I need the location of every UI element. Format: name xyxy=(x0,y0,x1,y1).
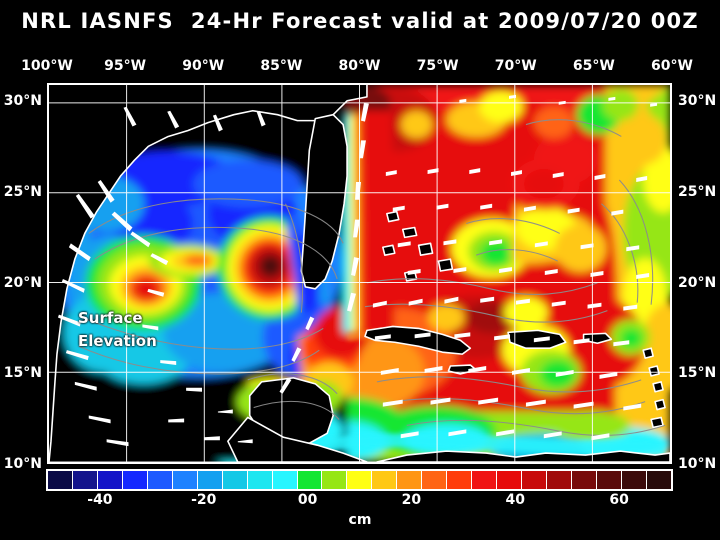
longitude-axis: 100°W 95°W 90°W 85°W 80°W 75°W 70°W 65°W 60°W xyxy=(0,58,720,78)
colorbar-swatch-5 xyxy=(172,471,198,489)
colorbar-swatch-3 xyxy=(122,471,148,489)
colorbar-swatch-9 xyxy=(272,471,298,489)
colorbar-swatch-12 xyxy=(347,471,373,489)
latitude-axis-right: 30°N 25°N 20°N 15°N 10°N xyxy=(673,0,720,540)
land-layer xyxy=(49,85,670,462)
colorbar-swatch-8 xyxy=(247,471,273,489)
colorbar-swatch-6 xyxy=(197,471,223,489)
lon-tick-2: 90°W xyxy=(182,58,225,74)
lon-tick-7: 65°W xyxy=(572,58,615,74)
colorbar-tick-labels: -40 -20 00 20 40 60 xyxy=(0,492,720,512)
lat-axis-right-tick-2: 20°N xyxy=(678,274,717,291)
colorbar-swatch-20 xyxy=(547,471,573,489)
colorbar-tick-4: 40 xyxy=(505,492,525,508)
lat-axis-left-tick-4: 10°N xyxy=(3,456,42,472)
colorbar-tick-0: -40 xyxy=(87,492,113,508)
colorbar-swatch-22 xyxy=(596,471,622,489)
lon-tick-0: 100°W xyxy=(21,58,73,74)
colorbar-swatch-17 xyxy=(472,471,498,489)
colorbar-swatch-2 xyxy=(97,471,123,489)
colorbar-swatch-7 xyxy=(222,471,248,489)
lon-tick-4: 80°W xyxy=(338,58,381,74)
colorbar-tick-5: 60 xyxy=(609,492,629,508)
graticule-layer xyxy=(49,85,670,462)
colorbar-swatch-19 xyxy=(522,471,548,489)
lon-tick-8: 60°W xyxy=(651,58,693,74)
map-plot-area[interactable] xyxy=(47,83,672,464)
lat-axis-left-tick-2: 20°N xyxy=(3,274,42,291)
lat-axis-left-tick-3: 15°N xyxy=(3,365,42,382)
latitude-axis-left: 30°N 25°N 20°N 15°N 10°N xyxy=(0,0,47,540)
page-title: NRL IASNFS 24-Hr Forecast valid at 2009/… xyxy=(21,9,699,33)
colorbar-swatch-1 xyxy=(72,471,98,489)
colorbar-swatch-18 xyxy=(497,471,523,489)
colorbar-swatch-10 xyxy=(297,471,323,489)
isoline-layer xyxy=(78,119,666,437)
colorbar-swatch-15 xyxy=(422,471,448,489)
lon-tick-1: 95°W xyxy=(104,58,147,74)
colorbar-swatch-11 xyxy=(322,471,348,489)
colorbar-swatch-4 xyxy=(147,471,173,489)
colorbar-swatch-24 xyxy=(646,471,671,489)
lon-tick-3: 85°W xyxy=(260,58,303,74)
colorbar-tick-3: 20 xyxy=(401,492,422,508)
colorbar-swatch-16 xyxy=(447,471,473,489)
sea-surface-elevation-field xyxy=(49,85,670,462)
lat-axis-right-tick-1: 25°N xyxy=(678,183,717,200)
lat-axis-right-tick-3: 15°N xyxy=(678,365,717,382)
colorbar-swatch-23 xyxy=(621,471,647,489)
colorbar-swatch-14 xyxy=(397,471,423,489)
lon-tick-5: 75°W xyxy=(416,58,459,74)
colorbar-swatch-13 xyxy=(372,471,398,489)
colorbar-swatch-0 xyxy=(48,471,73,489)
lat-axis-right-tick-0: 30°N xyxy=(678,93,717,110)
lon-tick-6: 70°W xyxy=(494,58,537,74)
lat-axis-left-tick-1: 25°N xyxy=(3,183,42,200)
colorbar[interactable] xyxy=(46,469,673,491)
colorbar-unit-label: cm xyxy=(348,512,372,528)
lat-axis-left-tick-0: 30°N xyxy=(3,93,42,110)
colorbar-tick-1: -20 xyxy=(191,492,217,508)
colorbar-swatch-21 xyxy=(572,471,597,489)
lat-axis-right-tick-4: 10°N xyxy=(678,456,717,472)
colorbar-tick-2: 00 xyxy=(297,492,318,508)
